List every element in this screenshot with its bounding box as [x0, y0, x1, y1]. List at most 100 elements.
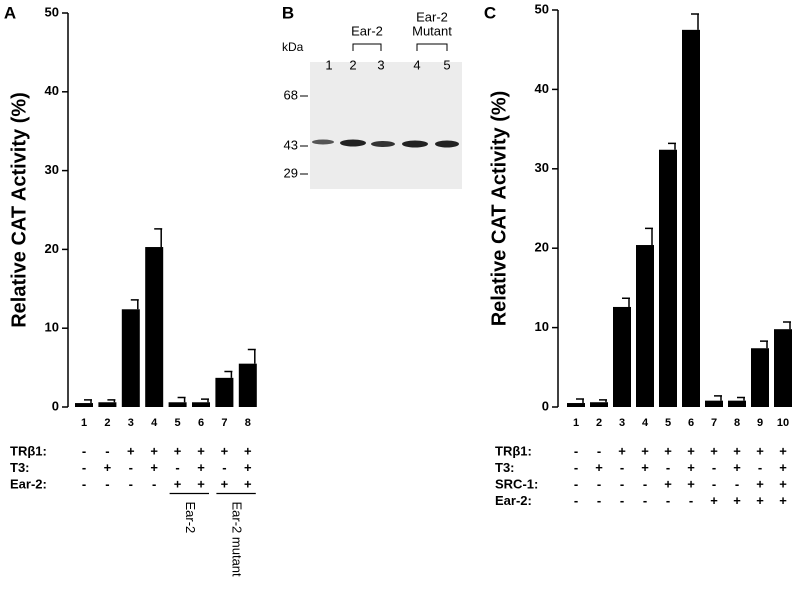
lane-label: 2: [349, 57, 356, 72]
y-tick-label: 50: [535, 1, 549, 16]
condition-value: -: [643, 476, 647, 491]
condition-value: +: [687, 443, 695, 458]
y-tick-label: 0: [542, 398, 549, 413]
blot-band: [402, 140, 428, 148]
error-bar: [668, 142, 676, 150]
condition-value: +: [244, 443, 252, 458]
condition-name: Ear-2:: [495, 493, 532, 508]
bar: [75, 403, 93, 407]
y-tick-label: 20: [535, 240, 549, 255]
x-tick-label: 2: [596, 417, 602, 429]
bar: [168, 402, 187, 407]
condition-value: -: [82, 460, 86, 475]
condition-value: -: [597, 476, 601, 491]
bar: [238, 363, 257, 407]
error-bar: [645, 227, 653, 246]
lane-label: 5: [443, 57, 450, 72]
blot-band: [371, 141, 395, 147]
condition-value: +: [756, 493, 764, 508]
panel-label: B: [282, 3, 294, 22]
condition-value: +: [221, 443, 229, 458]
y-tick-label: 30: [45, 162, 59, 177]
bar: [590, 402, 608, 407]
bar: [98, 402, 117, 407]
condition-value: -: [574, 460, 578, 475]
error-bar: [247, 348, 256, 364]
x-tick-label: 8: [734, 417, 740, 429]
condition-value: +: [104, 460, 112, 475]
bar: [751, 348, 769, 407]
error-bar: [84, 399, 92, 404]
condition-name: TRβ1:: [10, 443, 47, 458]
y-tick-label: 10: [535, 319, 549, 334]
bar: [728, 400, 746, 407]
marker-label: 29: [284, 165, 298, 180]
marker-label: 43: [284, 137, 298, 152]
condition-value: +: [733, 493, 741, 508]
x-tick-label: 3: [619, 417, 625, 429]
condition-value: +: [779, 493, 787, 508]
condition-name: T3:: [10, 460, 30, 475]
blot-group-label: Ear-2: [351, 23, 383, 38]
bar: [215, 377, 234, 407]
condition-value: +: [733, 460, 741, 475]
bar: [145, 247, 164, 407]
x-tick-label: 1: [81, 417, 87, 429]
condition-value: +: [710, 443, 718, 458]
blot-group-label: Mutant: [412, 23, 452, 38]
x-tick-label: 6: [688, 417, 694, 429]
lane-label: 4: [413, 57, 420, 72]
condition-value: -: [666, 493, 670, 508]
condition-value: +: [618, 443, 626, 458]
error-bar: [599, 399, 607, 403]
blot-unit: kDa: [282, 40, 304, 54]
condition-value: -: [689, 493, 693, 508]
condition-value: -: [574, 443, 578, 458]
bar: [121, 309, 140, 407]
condition-value: +: [174, 443, 182, 458]
condition-name: T3:: [495, 460, 515, 475]
group-label: Ear-2: [183, 502, 198, 534]
y-tick-label: 40: [45, 83, 59, 98]
condition-value: +: [244, 460, 252, 475]
condition-value: -: [152, 476, 156, 491]
x-tick-label: 2: [104, 417, 110, 429]
condition-value: +: [779, 460, 787, 475]
error-bar: [737, 396, 745, 401]
condition-value: +: [687, 476, 695, 491]
error-bar: [691, 13, 699, 30]
x-tick-label: 8: [245, 417, 251, 429]
condition-value: +: [174, 476, 182, 491]
error-bar: [154, 228, 163, 248]
x-tick-label: 7: [711, 417, 717, 429]
y-tick-label: 20: [45, 241, 59, 256]
bar: [705, 400, 723, 407]
condition-value: -: [620, 460, 624, 475]
panel-label: C: [484, 3, 496, 22]
marker-label: 68: [284, 87, 298, 102]
x-tick-label: 9: [757, 417, 763, 429]
bar: [774, 329, 792, 407]
condition-name: Ear-2:: [10, 476, 47, 491]
condition-value: +: [756, 476, 764, 491]
condition-value: +: [664, 443, 672, 458]
condition-value: +: [221, 476, 229, 491]
y-axis-label: Relative CAT Activity (%): [488, 91, 510, 327]
condition-value: +: [244, 476, 252, 491]
x-tick-label: 1: [573, 417, 579, 429]
lane-label: 3: [377, 57, 384, 72]
condition-value: +: [710, 493, 718, 508]
bar: [613, 306, 631, 407]
x-tick-label: 4: [151, 417, 158, 429]
panel-label: A: [4, 3, 16, 22]
error-bar: [224, 370, 233, 378]
error-bar: [107, 399, 116, 403]
condition-value: -: [105, 443, 109, 458]
y-tick-label: 0: [52, 398, 59, 413]
blot-band: [312, 139, 334, 145]
condition-value: -: [82, 443, 86, 458]
condition-value: +: [150, 443, 158, 458]
x-tick-label: 4: [642, 417, 649, 429]
condition-name: TRβ1:: [495, 443, 532, 458]
condition-value: +: [197, 443, 205, 458]
